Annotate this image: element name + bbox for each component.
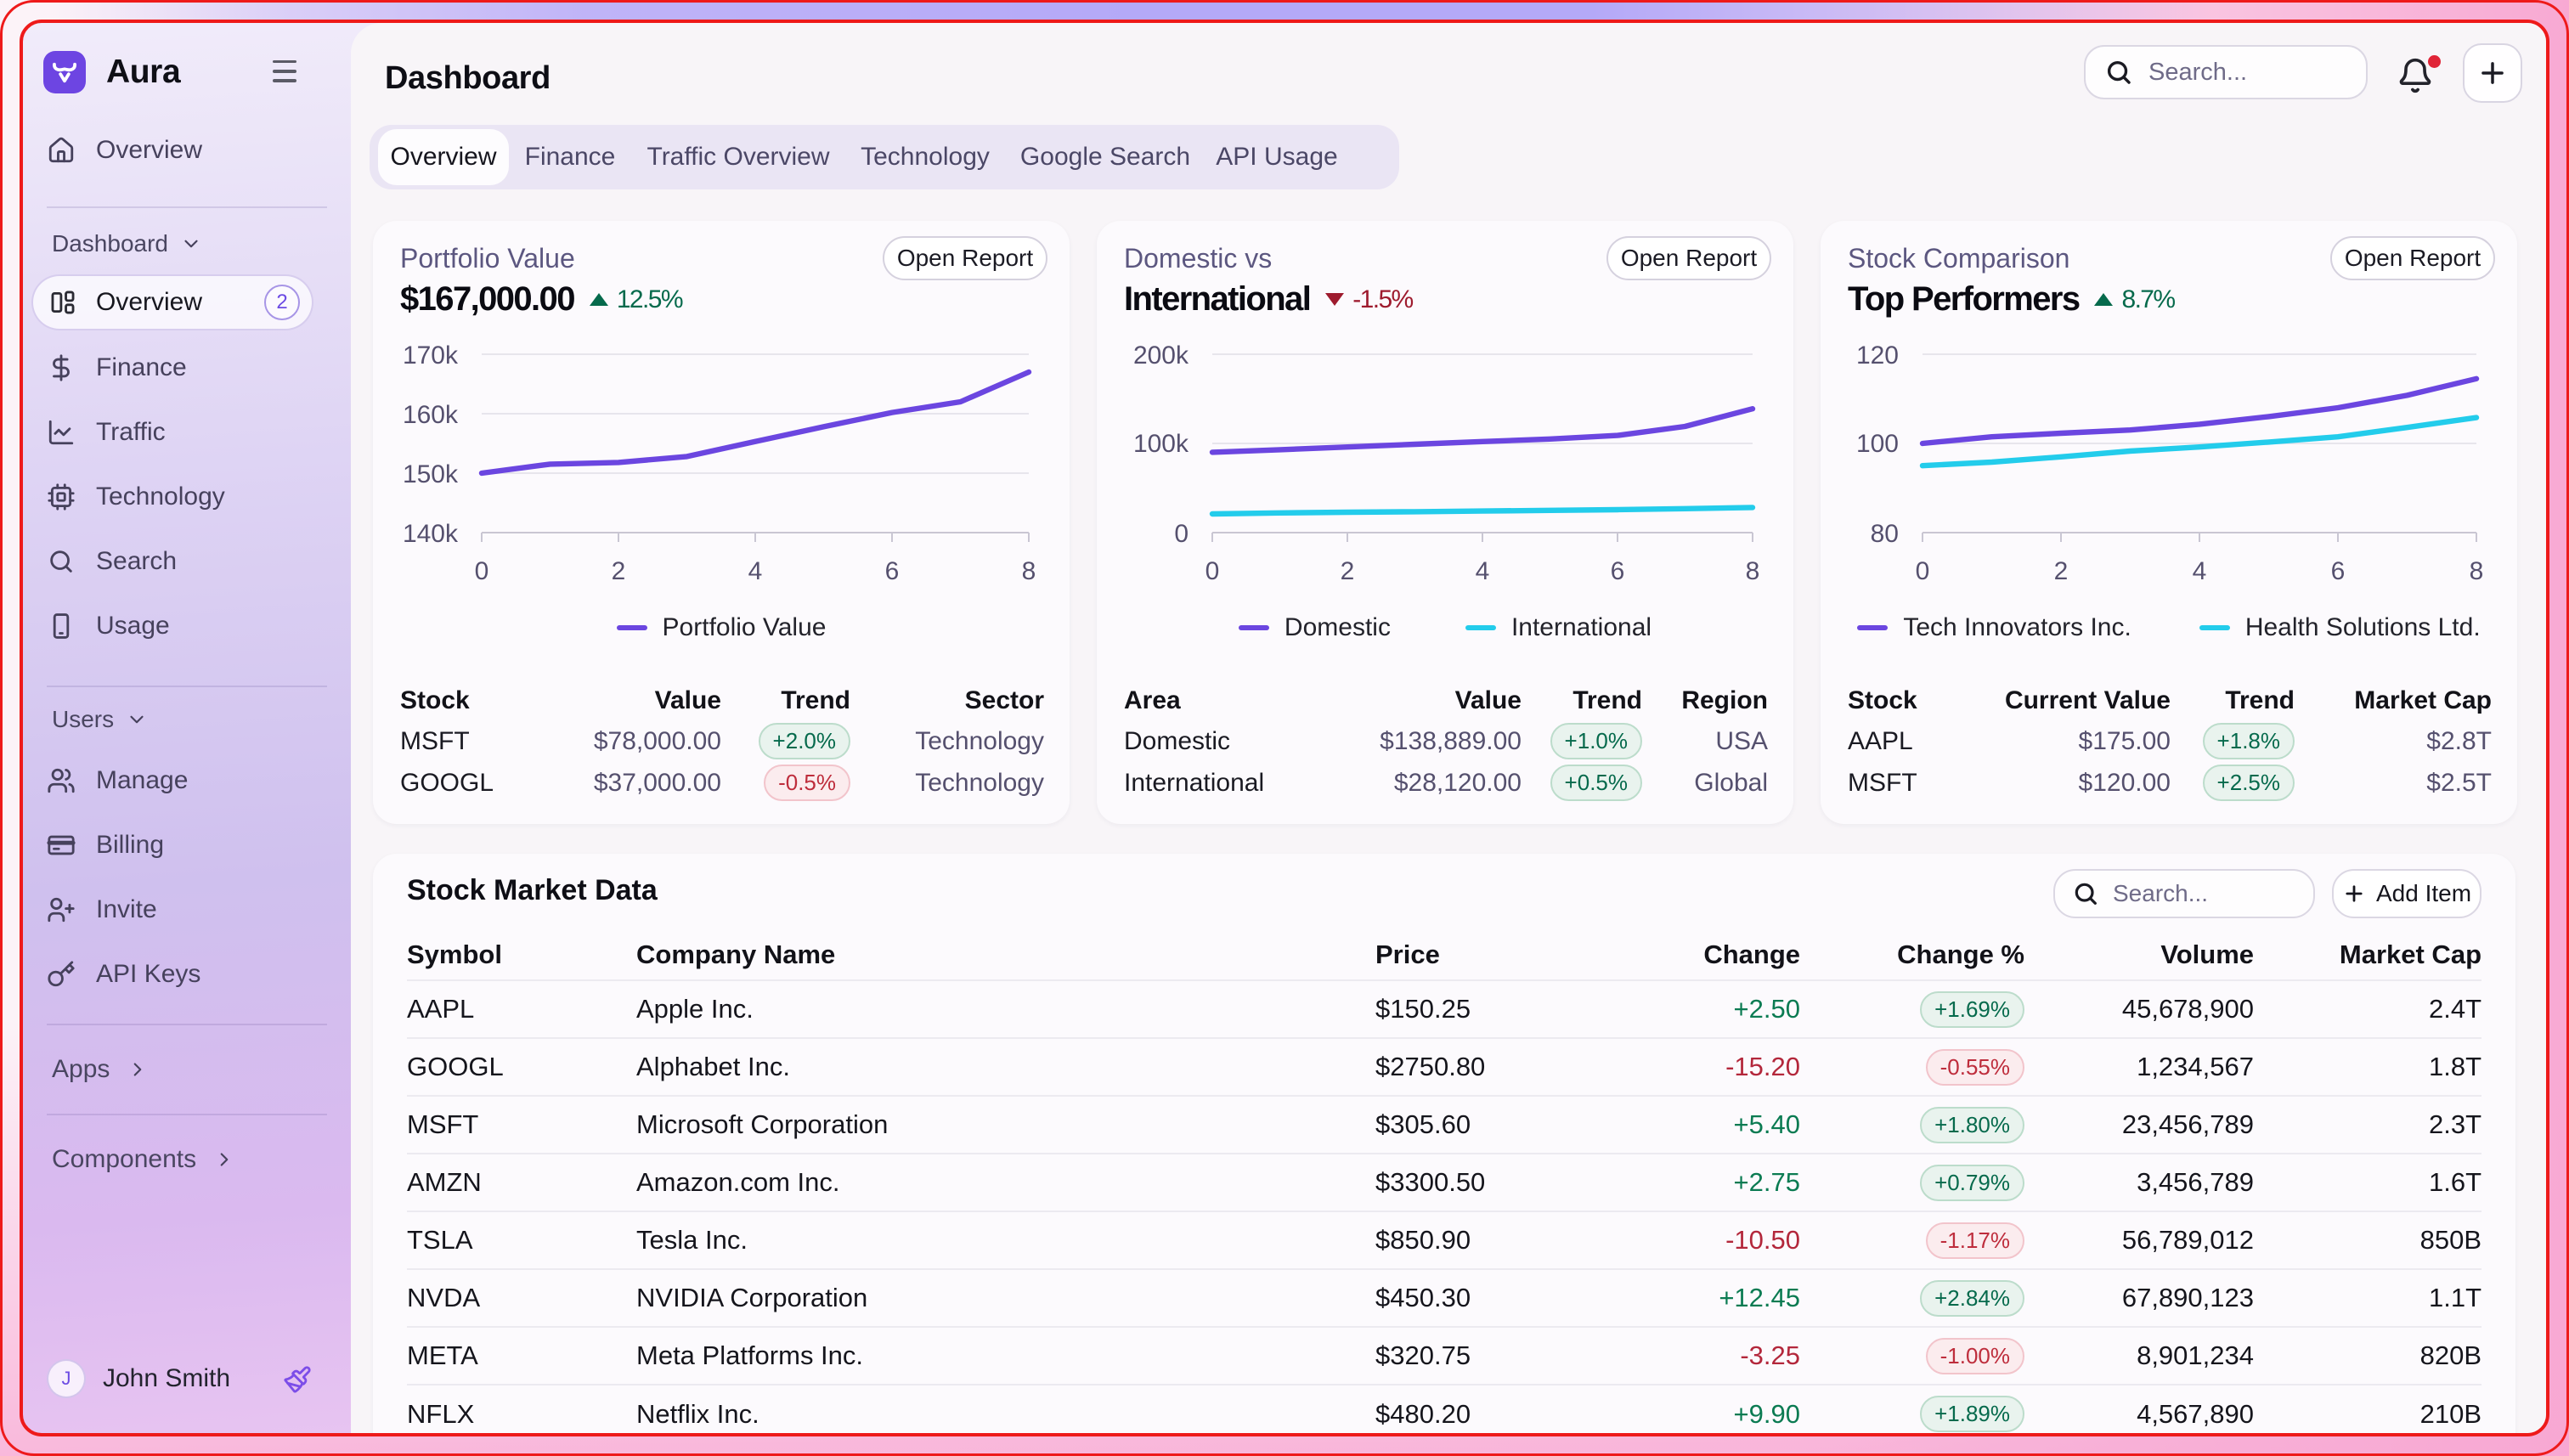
svg-text:2: 2 <box>2054 557 2069 585</box>
svg-text:150k: 150k <box>403 460 459 488</box>
svg-text:4: 4 <box>1476 557 1490 585</box>
svg-text:0: 0 <box>1916 557 1930 585</box>
svg-text:140k: 140k <box>403 520 459 548</box>
svg-text:0: 0 <box>1205 557 1220 585</box>
svg-text:120: 120 <box>1856 341 1899 370</box>
svg-text:4: 4 <box>748 557 763 585</box>
svg-text:100k: 100k <box>1133 430 1189 458</box>
svg-text:6: 6 <box>2331 557 2346 585</box>
svg-text:6: 6 <box>885 557 900 585</box>
svg-text:0: 0 <box>475 557 489 585</box>
svg-text:8: 8 <box>2470 557 2484 585</box>
svg-text:2: 2 <box>1341 557 1355 585</box>
svg-text:4: 4 <box>2193 557 2207 585</box>
svg-text:200k: 200k <box>1133 341 1189 370</box>
svg-text:170k: 170k <box>403 341 459 370</box>
svg-text:0: 0 <box>1174 520 1189 548</box>
svg-text:6: 6 <box>1611 557 1625 585</box>
svg-text:2: 2 <box>612 557 626 585</box>
svg-text:160k: 160k <box>403 401 459 429</box>
svg-text:80: 80 <box>1871 520 1899 548</box>
svg-text:100: 100 <box>1856 430 1899 458</box>
svg-text:8: 8 <box>1746 557 1760 585</box>
svg-text:8: 8 <box>1022 557 1036 585</box>
